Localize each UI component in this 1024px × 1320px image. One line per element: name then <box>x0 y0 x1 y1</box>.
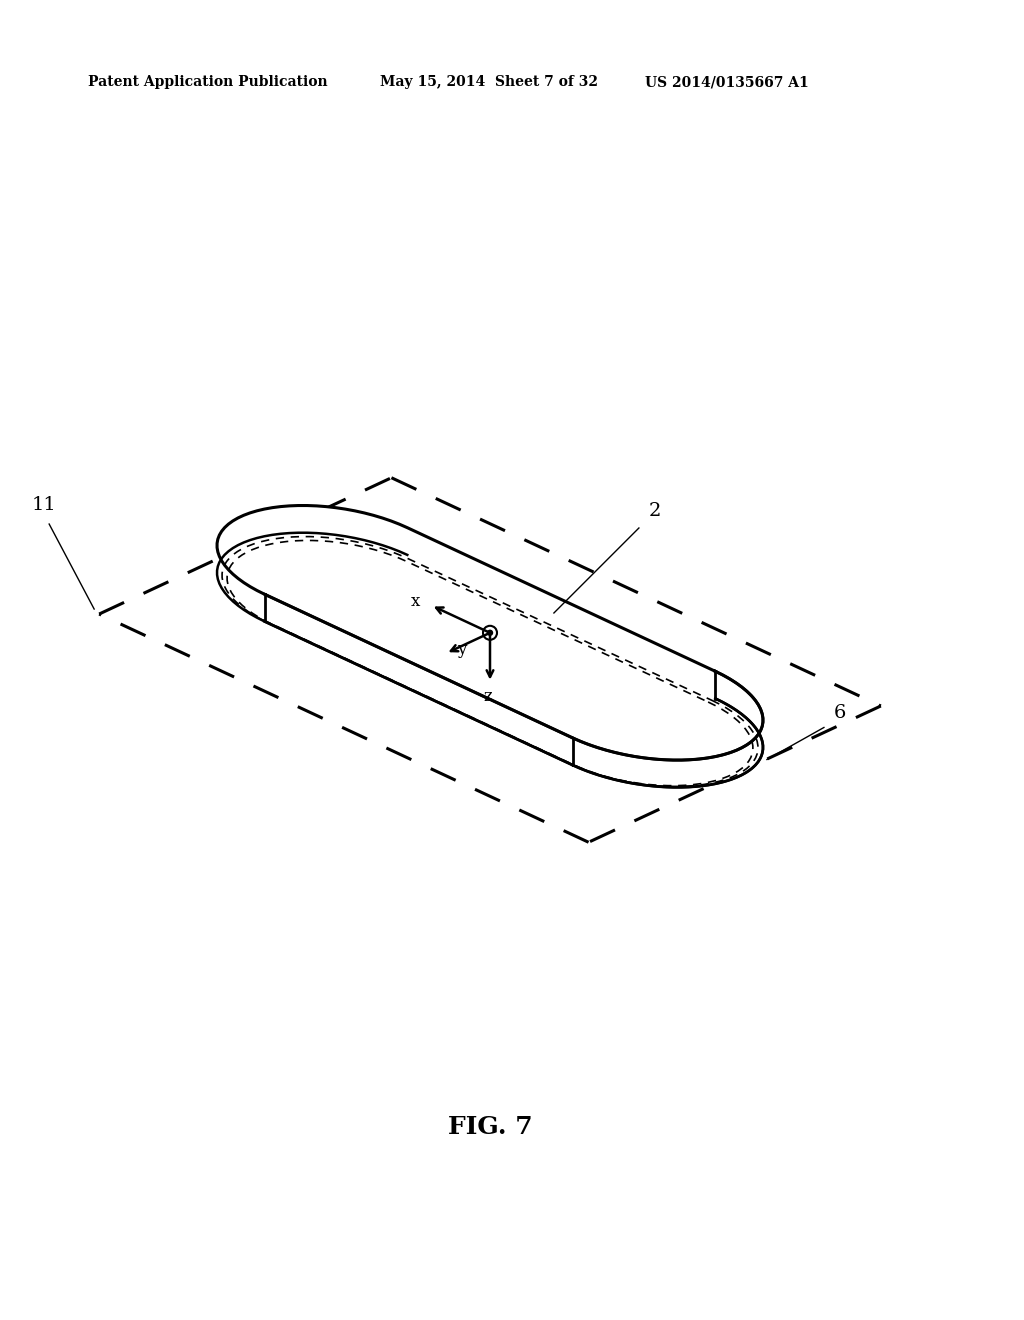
Text: z: z <box>483 688 493 705</box>
Text: US 2014/0135667 A1: US 2014/0135667 A1 <box>645 75 809 88</box>
Text: 6: 6 <box>834 705 846 722</box>
Text: y: y <box>457 642 467 657</box>
Polygon shape <box>217 506 763 760</box>
Text: May 15, 2014  Sheet 7 of 32: May 15, 2014 Sheet 7 of 32 <box>380 75 598 88</box>
Text: Patent Application Publication: Patent Application Publication <box>88 75 328 88</box>
Text: x: x <box>411 593 420 610</box>
Circle shape <box>487 630 493 635</box>
Text: 11: 11 <box>32 496 56 513</box>
Polygon shape <box>217 533 763 787</box>
Text: 2: 2 <box>649 502 662 520</box>
Text: FIG. 7: FIG. 7 <box>447 1115 532 1139</box>
Polygon shape <box>264 594 763 787</box>
